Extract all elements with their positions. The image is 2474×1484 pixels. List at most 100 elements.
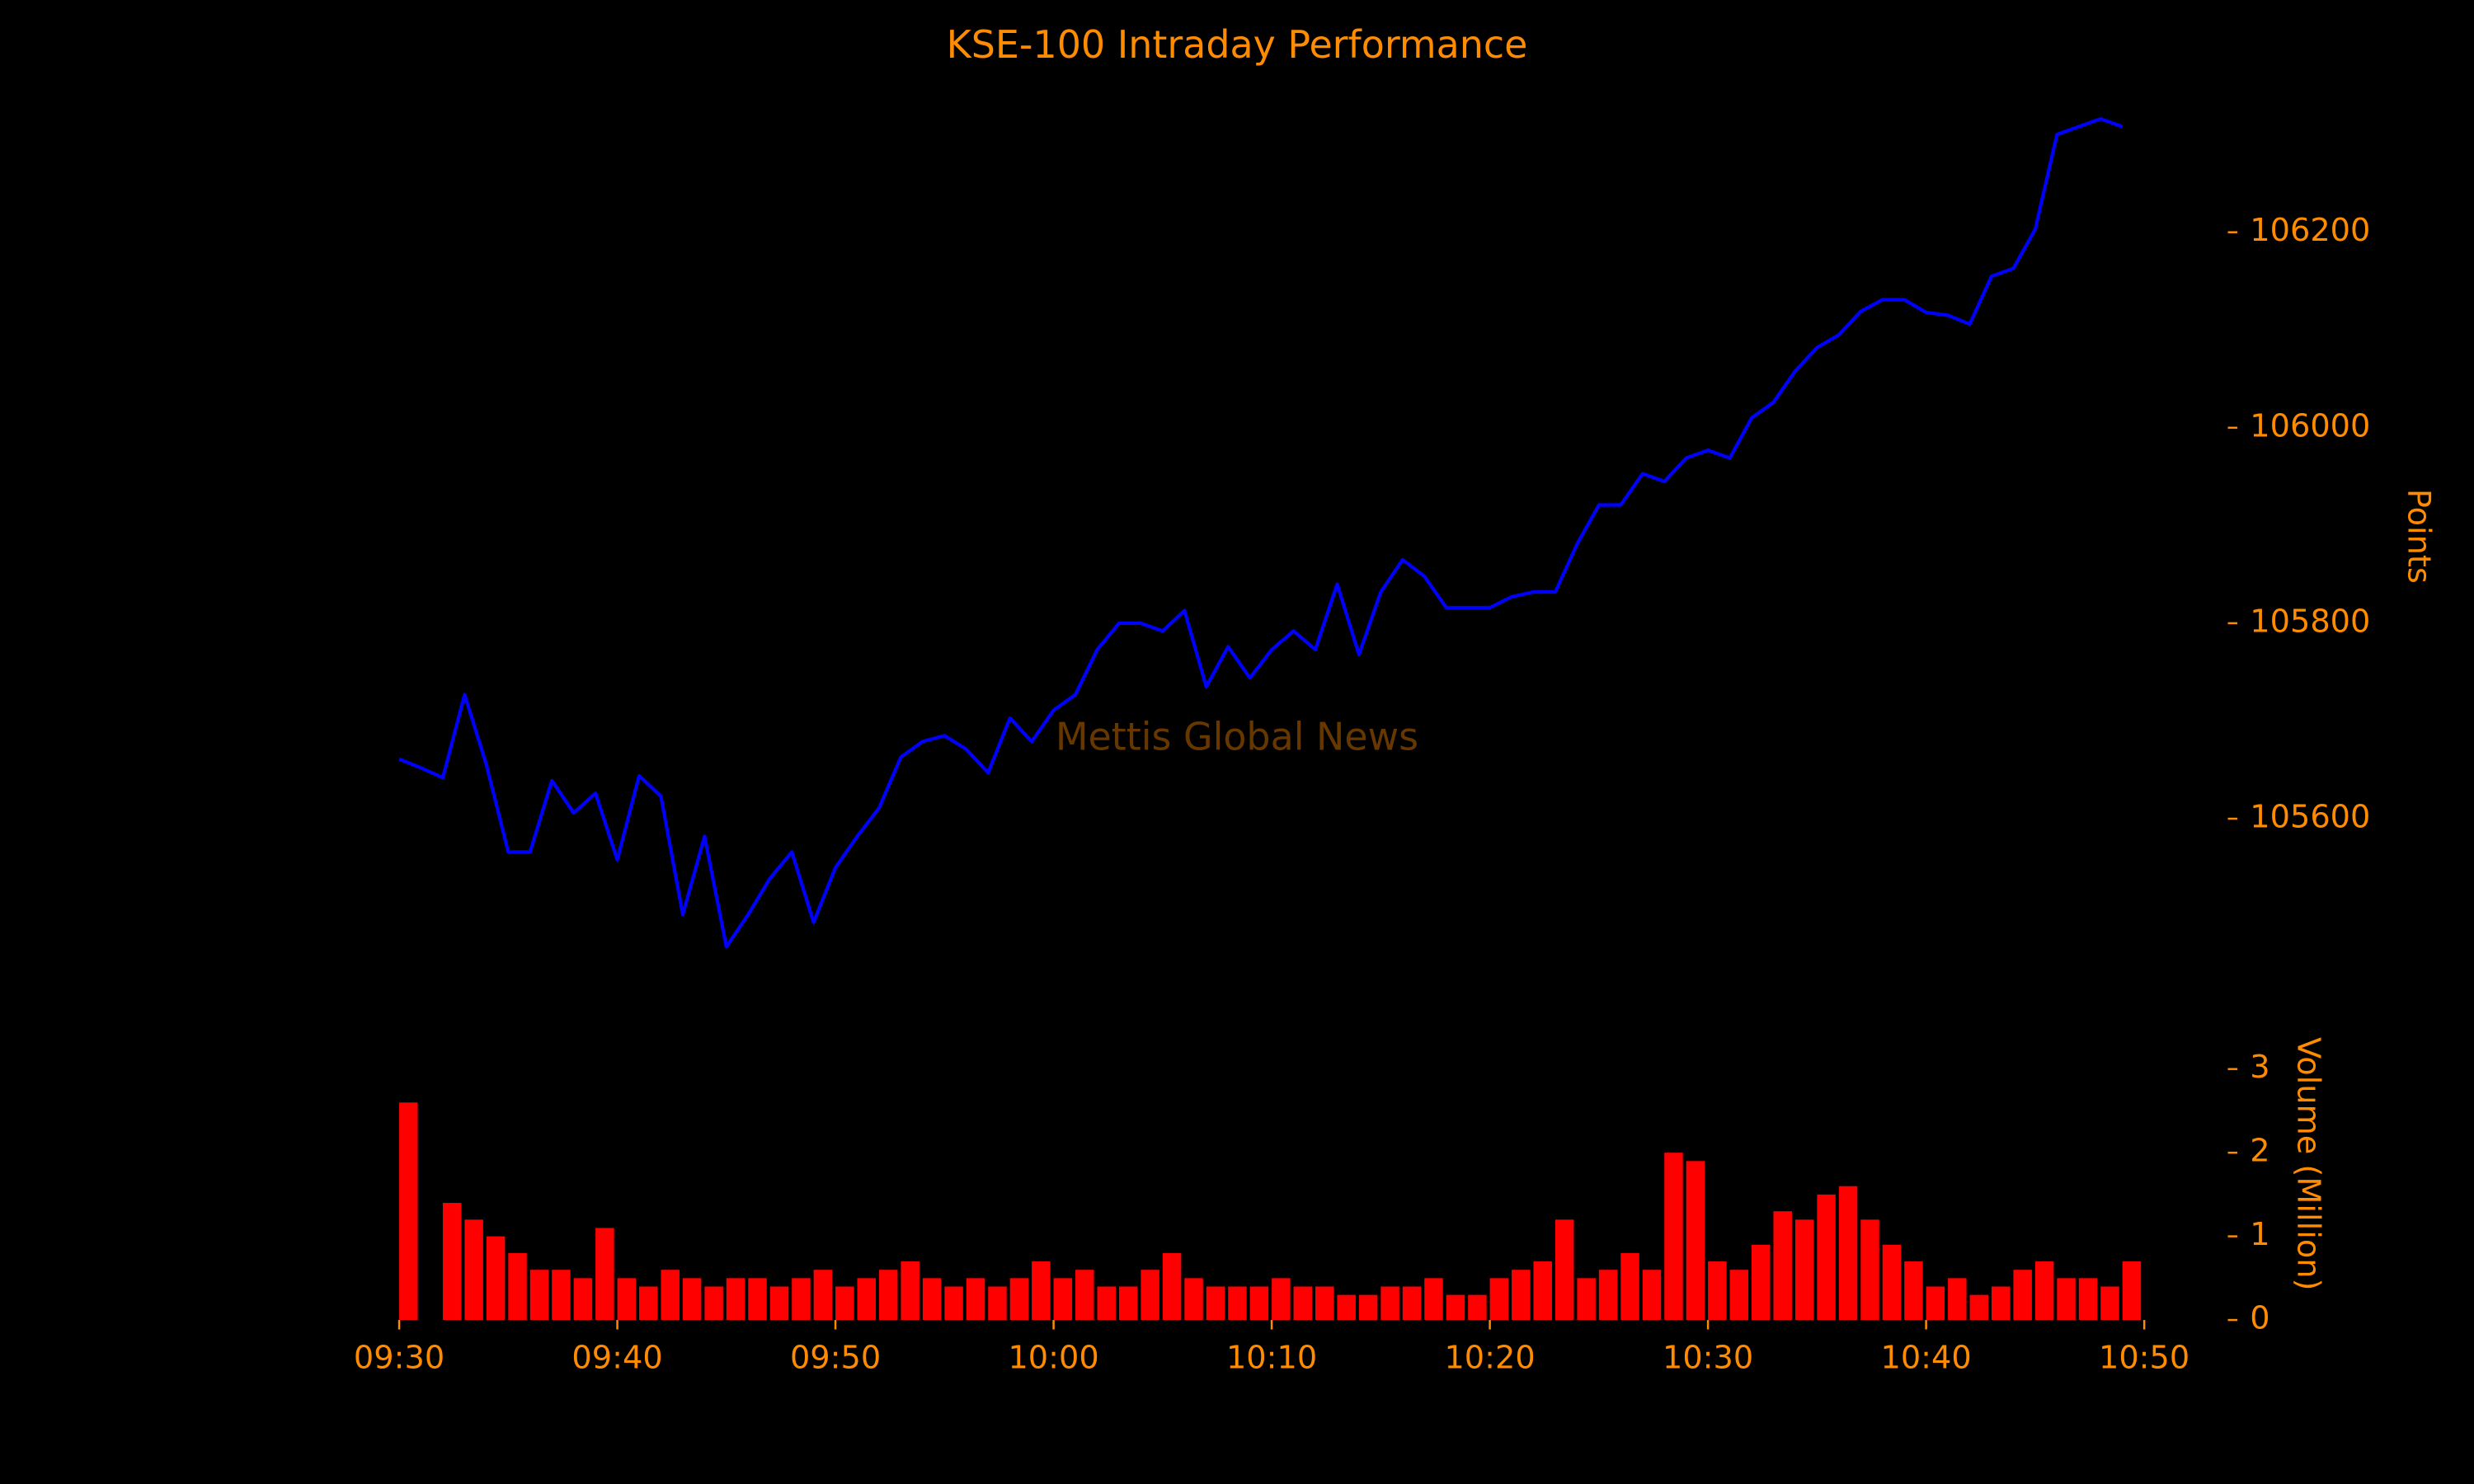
volume-bar	[2100, 1286, 2119, 1321]
volume-bar	[944, 1286, 963, 1321]
volume-bar	[1904, 1261, 1923, 1321]
x-tick-label: 10:50	[2099, 1339, 2189, 1376]
volume-bar	[1926, 1286, 1945, 1321]
chart-title: KSE-100 Intraday Performance	[947, 22, 1528, 67]
volume-bar	[682, 1278, 702, 1321]
volume-bar	[1969, 1294, 1989, 1321]
volume-bar	[1948, 1278, 1967, 1321]
y-tick-label: 106200	[2250, 212, 2370, 249]
x-tick-label: 09:50	[790, 1339, 881, 1376]
volume-bar	[1162, 1252, 1182, 1321]
volume-bar	[1991, 1286, 2011, 1321]
volume-bar	[878, 1270, 898, 1321]
volume-bar	[1729, 1270, 1749, 1321]
volume-bar	[1860, 1219, 1879, 1321]
volume-bar	[813, 1270, 833, 1321]
x-tick-label: 10:10	[1226, 1339, 1317, 1376]
y-tick-label: 3	[2250, 1049, 2269, 1086]
volume-bar	[1512, 1270, 1531, 1321]
y-tick-label: 1	[2250, 1216, 2269, 1253]
volume-bar	[1489, 1278, 1509, 1321]
volume-bar	[2013, 1270, 2032, 1321]
volume-bar	[1315, 1286, 1334, 1321]
volume-bar	[464, 1219, 483, 1321]
volume-bar	[1642, 1270, 1662, 1321]
volume-bar	[1402, 1286, 1422, 1321]
volume-bar	[1533, 1261, 1552, 1321]
volume-bar	[1794, 1219, 1814, 1321]
y-tick-label: 2	[2250, 1133, 2269, 1170]
volume-bar	[1097, 1286, 1116, 1321]
volume-bar	[704, 1286, 723, 1321]
volume-bar	[966, 1278, 985, 1321]
volume-bar	[769, 1286, 789, 1321]
volume-bar	[1184, 1278, 1203, 1321]
volume-bar	[508, 1252, 527, 1321]
x-tick-label: 10:40	[1880, 1339, 1971, 1376]
y-axis-label: Volume (Million)	[2290, 1037, 2327, 1290]
volume-bar	[573, 1278, 593, 1321]
volume-bar	[1554, 1219, 1574, 1321]
volume-bar	[1272, 1278, 1291, 1321]
watermark: Mettis Global News	[1056, 715, 1418, 759]
volume-bar	[1598, 1270, 1618, 1321]
volume-bar	[1446, 1294, 1465, 1321]
volume-bar	[857, 1278, 877, 1321]
volume-bar	[988, 1286, 1007, 1321]
volume-bar	[1708, 1261, 1727, 1321]
volume-bar	[2034, 1261, 2054, 1321]
volume-bar	[1620, 1252, 1639, 1321]
x-tick-label: 10:00	[1008, 1339, 1098, 1376]
price-line	[398, 117, 2124, 949]
volume-bar	[1032, 1261, 1051, 1321]
y-tick-label: 105800	[2250, 603, 2370, 640]
volume-bar	[1293, 1286, 1313, 1321]
volume-bar	[1118, 1286, 1138, 1321]
volume-bar	[1249, 1286, 1269, 1321]
volume-bar	[1882, 1244, 1902, 1321]
volume-bar	[1752, 1244, 1771, 1321]
volume-bar	[1686, 1161, 1705, 1321]
volume-bar	[486, 1236, 506, 1321]
volume-bar	[1075, 1270, 1094, 1321]
volume-bar	[552, 1270, 571, 1321]
volume-bar	[922, 1278, 942, 1321]
volume-bar	[1577, 1278, 1596, 1321]
volume-bar	[901, 1261, 920, 1321]
volume-bar	[1337, 1294, 1356, 1321]
volume-bar	[1380, 1286, 1399, 1321]
volume-bar	[1817, 1194, 1836, 1321]
volume-bar	[1424, 1278, 1443, 1321]
volume-bar	[726, 1278, 745, 1321]
volume-bar	[617, 1278, 637, 1321]
x-tick-label: 09:30	[354, 1339, 444, 1376]
y-tick-label: 106000	[2250, 407, 2370, 444]
volume-bar	[639, 1286, 658, 1321]
volume-bar	[792, 1278, 811, 1321]
volume-bar	[1141, 1270, 1159, 1321]
volume-bar	[1228, 1286, 1247, 1321]
x-tick-label: 10:30	[1663, 1339, 1753, 1376]
x-tick-label: 09:40	[571, 1339, 662, 1376]
volume-bar	[442, 1203, 462, 1321]
x-tick-label: 10:20	[1444, 1339, 1535, 1376]
y-tick-label: 0	[2250, 1300, 2269, 1337]
volume-bar	[595, 1228, 614, 1321]
volume-bar	[2122, 1261, 2142, 1321]
volume-bar	[529, 1270, 549, 1321]
volume-bar	[1664, 1153, 1683, 1321]
volume-bar	[1009, 1278, 1029, 1321]
volume-bar	[399, 1102, 418, 1321]
volume-bar	[2057, 1278, 2076, 1321]
volume-bar	[1358, 1294, 1378, 1321]
volume-bar	[835, 1286, 854, 1321]
volume-bar	[748, 1278, 767, 1321]
volume-bar	[1206, 1286, 1225, 1321]
y-tick-label: 105600	[2250, 799, 2370, 836]
volume-bar	[1468, 1294, 1487, 1321]
volume-bar	[2078, 1278, 2098, 1321]
y-axis-label: Points	[2401, 489, 2438, 584]
volume-bar	[1773, 1211, 1792, 1321]
